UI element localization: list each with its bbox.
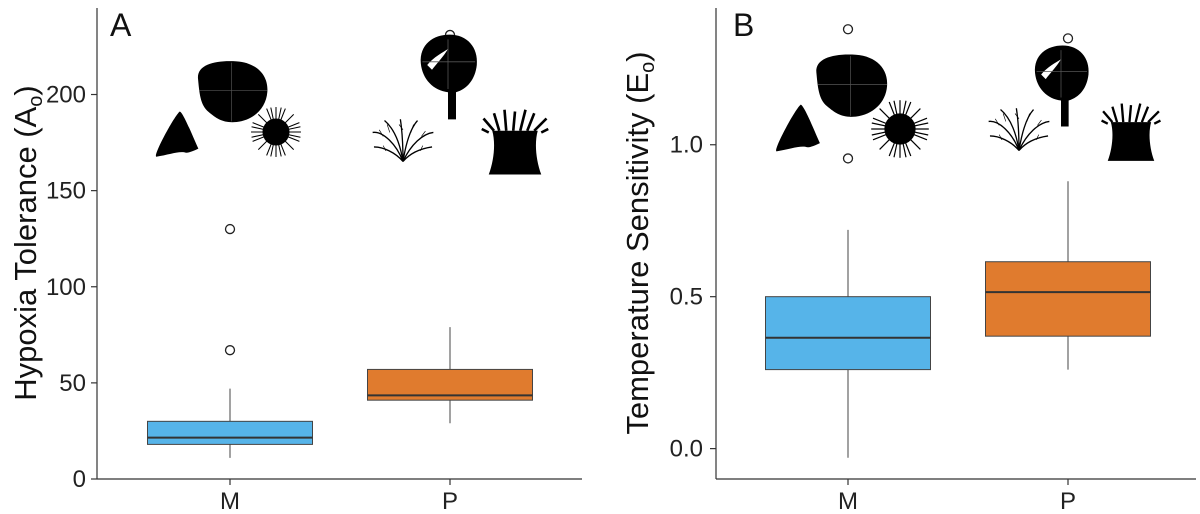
x-tick-label: P [1060,488,1076,514]
outlier-point [1062,33,1074,44]
panel-label: B [733,7,754,43]
limpet-icon [155,111,199,157]
panel-a: 0 50 100 150 200 M P Hypoxia Tolerance (Ao) A [8,7,582,514]
outlier-point [842,24,854,35]
box-M [147,420,313,445]
y-tick-label: 200 [46,82,86,109]
outlier-point [224,223,236,235]
sea-urchin-icon [250,106,302,158]
outlier-point [224,345,236,356]
y-tick-label: 150 [46,178,86,205]
y-tick-label: 0.0 [670,436,703,463]
snail-icon [815,54,888,118]
feather-star-icon [987,107,1051,152]
snail-icon [197,60,268,123]
x-tick-label: M [838,488,858,514]
outlier-point [842,153,854,164]
y-tick-label: 50 [59,370,86,397]
y-tick-label: 0 [73,466,86,493]
box-M [765,296,931,371]
y-axis-title: Hypoxia Tolerance (Ao) [8,85,47,401]
x-tick-label: P [442,488,458,514]
sea-urchin-icon [870,99,930,159]
y-axis-title: Temperature Sensitivity (Eo) [620,51,659,434]
y-tick-label: 1.0 [670,132,703,159]
y-tick-label: 100 [46,274,86,301]
box-P [985,261,1151,337]
panel-label: A [110,7,132,43]
limpet-icon [776,104,820,152]
anemone-icon [480,108,550,176]
anemone-icon [1100,102,1162,163]
feather-star-icon [371,118,435,163]
panel-b: 0.0 0.5 1.0 M P Temperature Sensitivity (Eo) B [620,7,1196,514]
nudibranch-icon [420,34,478,120]
y-tick-label: 0.5 [670,284,703,311]
x-tick-label: M [220,488,240,514]
nudibranch-icon [1034,45,1090,127]
